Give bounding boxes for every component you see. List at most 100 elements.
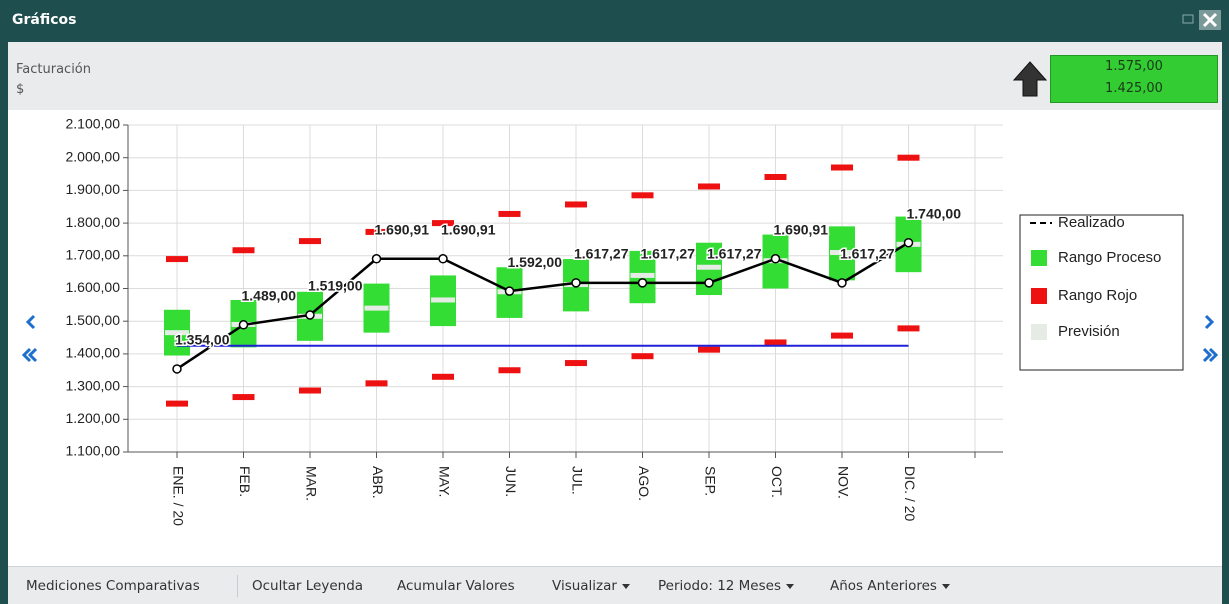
red-range xyxy=(432,220,454,227)
header-unit: $ xyxy=(16,82,25,97)
prev-button[interactable] xyxy=(25,314,36,330)
caret xyxy=(621,583,630,589)
window-controls xyxy=(1182,10,1221,30)
actual-point xyxy=(637,278,648,288)
title-bar: Gráficos xyxy=(0,0,1229,40)
y-tick-label: 1.400,00 xyxy=(66,345,121,361)
actual-point xyxy=(305,310,315,320)
toolbar-dropdown[interactable]: Visualizar xyxy=(552,578,630,594)
red-range xyxy=(698,346,720,353)
dropdown-label: Visualizar xyxy=(552,578,617,594)
x-tick-label: ABR. xyxy=(370,466,386,499)
toolbar: Mediciones Comparativas Ocultar Leyenda … xyxy=(8,566,1222,604)
value-label: 1.617,27 xyxy=(707,246,762,262)
red-range xyxy=(299,387,321,394)
value-label: 1.519,00 xyxy=(308,278,363,294)
x-tick-label: OCT. xyxy=(769,466,785,498)
y-tick-label: 2.100,00 xyxy=(66,116,121,132)
value-label: 1.690,91 xyxy=(375,221,430,237)
legend-label: Previsión xyxy=(1058,323,1120,340)
legend-label: Realizado xyxy=(1058,214,1125,231)
red-range xyxy=(565,360,587,367)
y-tick-label: 2.000,00 xyxy=(66,148,121,164)
header: Facturación $ 1.575,00 1.425,00 xyxy=(8,42,1222,110)
x-tick-label: NOV. xyxy=(835,466,851,499)
next-button[interactable] xyxy=(1204,314,1215,330)
kpi-upper: 1.575,00 xyxy=(1105,59,1163,74)
red-range xyxy=(764,173,787,180)
dropdown-label: Años Anteriores xyxy=(830,578,937,594)
forecast xyxy=(165,330,189,336)
toolbar-item[interactable]: Acumular Valores xyxy=(397,578,515,594)
legend-box xyxy=(1019,214,1184,371)
actual-point xyxy=(238,320,249,330)
y-tick-label: 1.600,00 xyxy=(66,279,121,295)
toolbar-item[interactable]: Ocultar Leyenda xyxy=(252,578,364,594)
legend-swatch xyxy=(1031,250,1047,266)
legend-swatch xyxy=(1031,324,1047,340)
dropdown-label: Periodo: 12 Meses xyxy=(658,578,781,594)
red-range xyxy=(166,400,188,407)
last-button[interactable] xyxy=(1202,347,1219,363)
y-tick-label: 1.200,00 xyxy=(66,410,121,426)
red-range xyxy=(631,192,654,199)
chart: 1.100,00 1.200,00 1.300,00 1.400,00 1.500,00… xyxy=(8,110,1222,566)
first-button[interactable] xyxy=(21,347,38,363)
actual-point xyxy=(371,254,382,264)
x-tick-label: FEB. xyxy=(237,466,253,497)
trend-arrow xyxy=(1012,61,1048,97)
value-label: 1.617,27 xyxy=(840,246,895,262)
header-title: Facturación xyxy=(16,62,91,77)
red-range xyxy=(897,325,920,332)
red-range xyxy=(166,256,188,263)
window-title: Gráficos xyxy=(12,12,77,28)
red-range xyxy=(698,183,720,190)
toolbar-dropdown[interactable]: Periodo: 12 Meses xyxy=(658,578,794,594)
red-range xyxy=(498,210,521,217)
legend-label: Rango Proceso xyxy=(1058,249,1161,266)
forecast xyxy=(364,305,389,311)
toolbar-dropdown[interactable]: Años Anteriores xyxy=(830,578,950,594)
red-range xyxy=(631,353,654,360)
actual-point xyxy=(438,254,448,264)
red-range xyxy=(365,228,388,235)
legend-label: Rango Rojo xyxy=(1058,287,1137,304)
value-label: 1.354,00 xyxy=(175,332,230,348)
separator xyxy=(237,575,238,597)
y-tick-label: 1.300,00 xyxy=(66,377,121,393)
red-range xyxy=(432,373,454,380)
y-tick-label: 1.800,00 xyxy=(66,214,121,230)
red-range xyxy=(498,367,521,374)
x-tick-label: AGO. xyxy=(636,466,652,501)
value-label: 1.617,27 xyxy=(574,246,629,262)
x-tick-label: JUN. xyxy=(503,466,519,497)
y-tick-label: 1.700,00 xyxy=(66,247,121,263)
forecast xyxy=(630,272,655,278)
value-label: 1.690,91 xyxy=(441,221,496,237)
actual-point xyxy=(571,278,581,288)
caret xyxy=(786,583,794,589)
toolbar-item[interactable]: Mediciones Comparativas xyxy=(26,578,200,594)
forecast xyxy=(431,297,455,303)
actual-line xyxy=(176,241,910,370)
x-tick-label: SEP. xyxy=(702,466,718,496)
minimize-button[interactable] xyxy=(1182,14,1194,24)
actual-point xyxy=(704,278,714,288)
value-label: 1.690,91 xyxy=(774,221,829,237)
actual-point xyxy=(903,237,914,248)
x-tick-label: MAR. xyxy=(303,466,319,501)
x-tick-label: ENE. / 20 xyxy=(170,466,186,526)
actual-point xyxy=(172,364,182,374)
forecast xyxy=(697,264,721,270)
x-tick-label: MAY. xyxy=(436,466,452,497)
value-label: 1.592,00 xyxy=(508,254,563,270)
value-label: 1.740,00 xyxy=(907,205,962,221)
up-arrow xyxy=(1012,61,1048,97)
actual-point xyxy=(770,254,781,264)
red-range xyxy=(232,394,255,401)
red-range xyxy=(232,247,255,254)
red-range xyxy=(897,154,920,161)
red-range xyxy=(565,201,587,208)
y-tick-label: 1.900,00 xyxy=(66,181,121,197)
